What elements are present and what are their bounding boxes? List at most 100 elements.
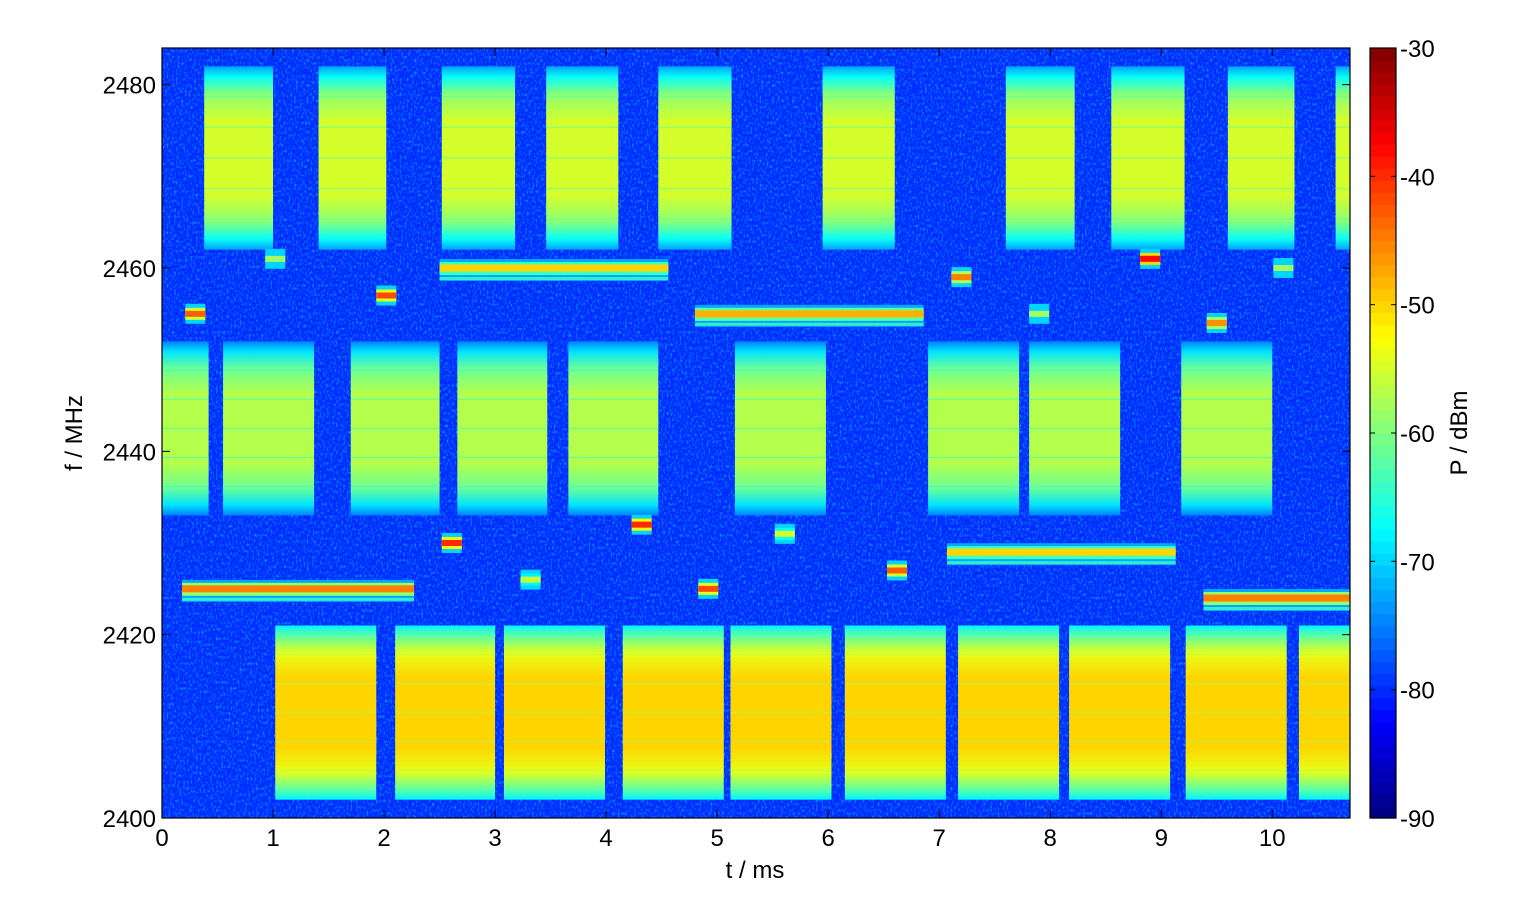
colorbar-segment <box>1370 601 1396 615</box>
colorbar-segment <box>1370 565 1396 578</box>
x-tick-label: 0 <box>155 825 168 852</box>
plot-frame <box>161 47 1351 819</box>
y-tick-label: 2460 <box>103 256 156 283</box>
colorbar-tick-label: -70 <box>1400 549 1435 576</box>
colorbar-segment <box>1370 757 1396 771</box>
colorbar-segment <box>1370 505 1396 518</box>
x-tick-label: 3 <box>488 825 501 852</box>
colorbar-label: P / dBm <box>1446 391 1473 476</box>
short-hop-core <box>1273 265 1294 271</box>
colorbar-segment <box>1370 529 1396 542</box>
colorbar-segment <box>1370 384 1396 398</box>
colorbar-segment <box>1370 288 1396 302</box>
colorbar-segment <box>1370 348 1396 362</box>
colorbar-segment <box>1370 372 1396 386</box>
x-axis-label: t / ms <box>726 857 785 884</box>
colorbar-segment <box>1370 240 1396 254</box>
colorbar-segment <box>1370 697 1396 711</box>
colorbar-ticks: -90 -80 -70 -60 -50 -40 -30 <box>1370 36 1435 833</box>
colorbar-segment <box>1370 168 1396 181</box>
colorbar-segment <box>1370 793 1396 807</box>
y-axis-ticks: 2400 2420 2440 2460 2480 <box>103 73 1350 833</box>
y-tick-label: 2400 <box>103 806 156 833</box>
colorbar-segment <box>1370 649 1396 663</box>
long-transmission-core <box>181 585 415 593</box>
colorbar-segment <box>1370 72 1396 85</box>
colorbar-segment <box>1370 613 1396 627</box>
colorbar-tick-label: -90 <box>1400 806 1435 833</box>
colorbar-segment <box>1370 108 1396 121</box>
short-hop-core <box>265 255 286 262</box>
colorbar-tick-label: -50 <box>1400 293 1435 320</box>
short-hop-core <box>376 292 397 299</box>
x-axis-ticks: 0 1 2 3 4 5 6 7 8 9 10 <box>155 48 1286 852</box>
colorbar-segment <box>1370 721 1396 735</box>
colorbar-segment <box>1370 709 1396 723</box>
plot-body <box>162 48 1350 818</box>
x-tick-label: 8 <box>1044 825 1057 852</box>
short-hop-core <box>1140 255 1161 262</box>
x-tick-label: 9 <box>1155 825 1168 852</box>
colorbar-segment <box>1370 228 1396 242</box>
colorbar-segment <box>1370 336 1396 350</box>
x-tick-label: 5 <box>710 825 723 852</box>
colorbar-segment <box>1370 805 1396 819</box>
short-hop-core <box>441 540 462 546</box>
y-tick-label: 2440 <box>103 439 156 466</box>
short-hop-core <box>520 576 541 583</box>
colorbar-segment <box>1370 493 1396 506</box>
colorbar-segment <box>1370 481 1396 494</box>
y-tick-label: 2480 <box>103 73 156 100</box>
x-tick-label: 1 <box>266 825 279 852</box>
long-transmission-core <box>439 264 669 272</box>
colorbar-segment <box>1370 48 1396 61</box>
colorbar-segment <box>1370 156 1396 169</box>
short-hop-core <box>1206 320 1227 326</box>
long-transmission-sideband <box>439 277 669 280</box>
long-transmission-core <box>1203 594 1350 602</box>
colorbar-segment <box>1370 84 1396 97</box>
colorbar-segment <box>1370 457 1396 470</box>
colorbar-segment <box>1370 745 1396 759</box>
plot-area <box>162 48 1350 818</box>
y-tick-label: 2420 <box>103 623 156 650</box>
colorbar-segment <box>1370 589 1396 603</box>
short-hop-core <box>887 567 908 574</box>
long-transmission-sideband <box>946 561 1176 565</box>
colorbar-segment <box>1370 577 1396 591</box>
short-hop-core <box>951 274 972 281</box>
colorbar-segment <box>1370 264 1396 278</box>
colorbar-segment <box>1370 625 1396 639</box>
long-transmission-core <box>946 548 1176 556</box>
short-hop-core <box>1029 310 1050 317</box>
long-transmission-sideband <box>181 597 415 601</box>
colorbar-segment <box>1370 276 1396 290</box>
y-axis-label: f / MHz <box>61 395 88 471</box>
colorbar-tick-label: -80 <box>1400 678 1435 705</box>
colorbar-segment <box>1370 733 1396 747</box>
colorbar-segment <box>1370 300 1396 314</box>
colorbar-tick-label: -30 <box>1400 36 1435 63</box>
colorbar-segment <box>1370 685 1396 699</box>
colorbar-segment <box>1370 132 1396 145</box>
colorbar-segment <box>1370 324 1396 338</box>
colorbar-segment <box>1370 180 1396 193</box>
short-hop-core <box>698 585 719 592</box>
colorbar-segment <box>1370 661 1396 675</box>
colorbar-segment <box>1370 192 1396 206</box>
x-tick-label: 4 <box>599 825 612 852</box>
x-tick-label: 2 <box>377 825 390 852</box>
colorbar-segment <box>1370 781 1396 795</box>
colorbar-segment <box>1370 252 1396 266</box>
long-transmission-core <box>694 310 924 318</box>
colorbar-segment <box>1370 420 1396 434</box>
long-transmission-sideband <box>1203 607 1350 610</box>
colorbar-segment <box>1370 144 1396 157</box>
colorbar-segment <box>1370 445 1396 458</box>
colorbar-tick-label: -60 <box>1400 421 1435 448</box>
colorbar-segment <box>1370 312 1396 326</box>
colorbar-segment <box>1370 553 1396 566</box>
short-hop-core <box>185 310 206 317</box>
colorbar-segment <box>1370 517 1396 530</box>
